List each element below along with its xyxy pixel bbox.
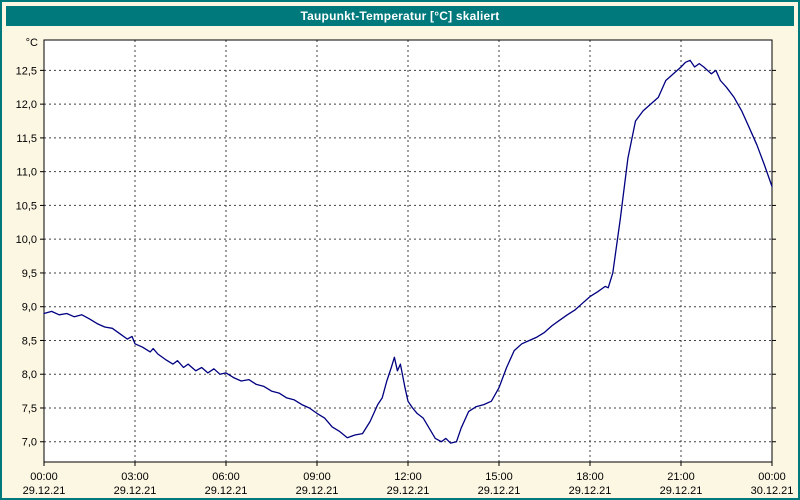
x-tick-time-label: 00:00 — [30, 471, 58, 483]
x-tick-time-label: 06:00 — [212, 471, 240, 483]
chart-title-bar: Taupunkt-Temperatur [°C] skaliert — [6, 6, 794, 26]
x-tick-time-label: 18:00 — [576, 471, 604, 483]
y-tick-label: 10,0 — [16, 234, 37, 246]
y-tick-label: 11,5 — [16, 133, 37, 145]
y-tick-label: 8,5 — [22, 335, 37, 347]
x-tick-date-label: 29.12.21 — [205, 485, 248, 497]
chart-area: 7,0 7,5 8,0 8,5 9,0 9,5 10,0 10,5 11,0 11,5 12,0 12… — [2, 28, 798, 498]
y-tick-label: 10,5 — [16, 200, 37, 212]
x-tick-time-label: 03:00 — [121, 471, 149, 483]
x-tick-date-label: 29.12.21 — [23, 485, 66, 497]
y-tick-label: 9,5 — [22, 268, 37, 280]
y-tick-label: 8,0 — [22, 369, 37, 381]
plot-border — [43, 39, 773, 463]
x-tick-date-label: 29.12.21 — [478, 485, 521, 497]
x-tick-date-label: 29.12.21 — [387, 485, 430, 497]
x-tick-date-label: 29.12.21 — [660, 485, 703, 497]
dewpoint-series-line — [43, 59, 773, 444]
y-tick-label: 12,5 — [16, 65, 37, 77]
x-tick-time-label: 21:00 — [667, 471, 695, 483]
y-tick-label: 9,0 — [22, 302, 37, 314]
y-tick-label: 12,0 — [16, 99, 37, 111]
y-tick-label: 11,0 — [16, 167, 37, 179]
x-tick-time-label: 09:00 — [303, 471, 331, 483]
x-tick-date-label: 29.12.21 — [114, 485, 157, 497]
dewpoint-line-chart: 7,0 7,5 8,0 8,5 9,0 9,5 10,0 10,5 11,0 11,5 12,0 12… — [16, 37, 794, 497]
y-axis-unit-label: °C — [26, 37, 38, 49]
x-tick-date-label: 30.12.21 — [751, 485, 794, 497]
y-tick-label: 7,5 — [22, 403, 37, 415]
y-tick-label: 7,0 — [22, 437, 37, 449]
x-tick-time-label: 15:00 — [485, 471, 513, 483]
x-tick-date-label: 29.12.21 — [569, 485, 612, 497]
x-tick-time-label: 00:00 — [758, 471, 786, 483]
x-tick-time-label: 12:00 — [394, 471, 422, 483]
x-tick-date-label: 29.12.21 — [296, 485, 339, 497]
